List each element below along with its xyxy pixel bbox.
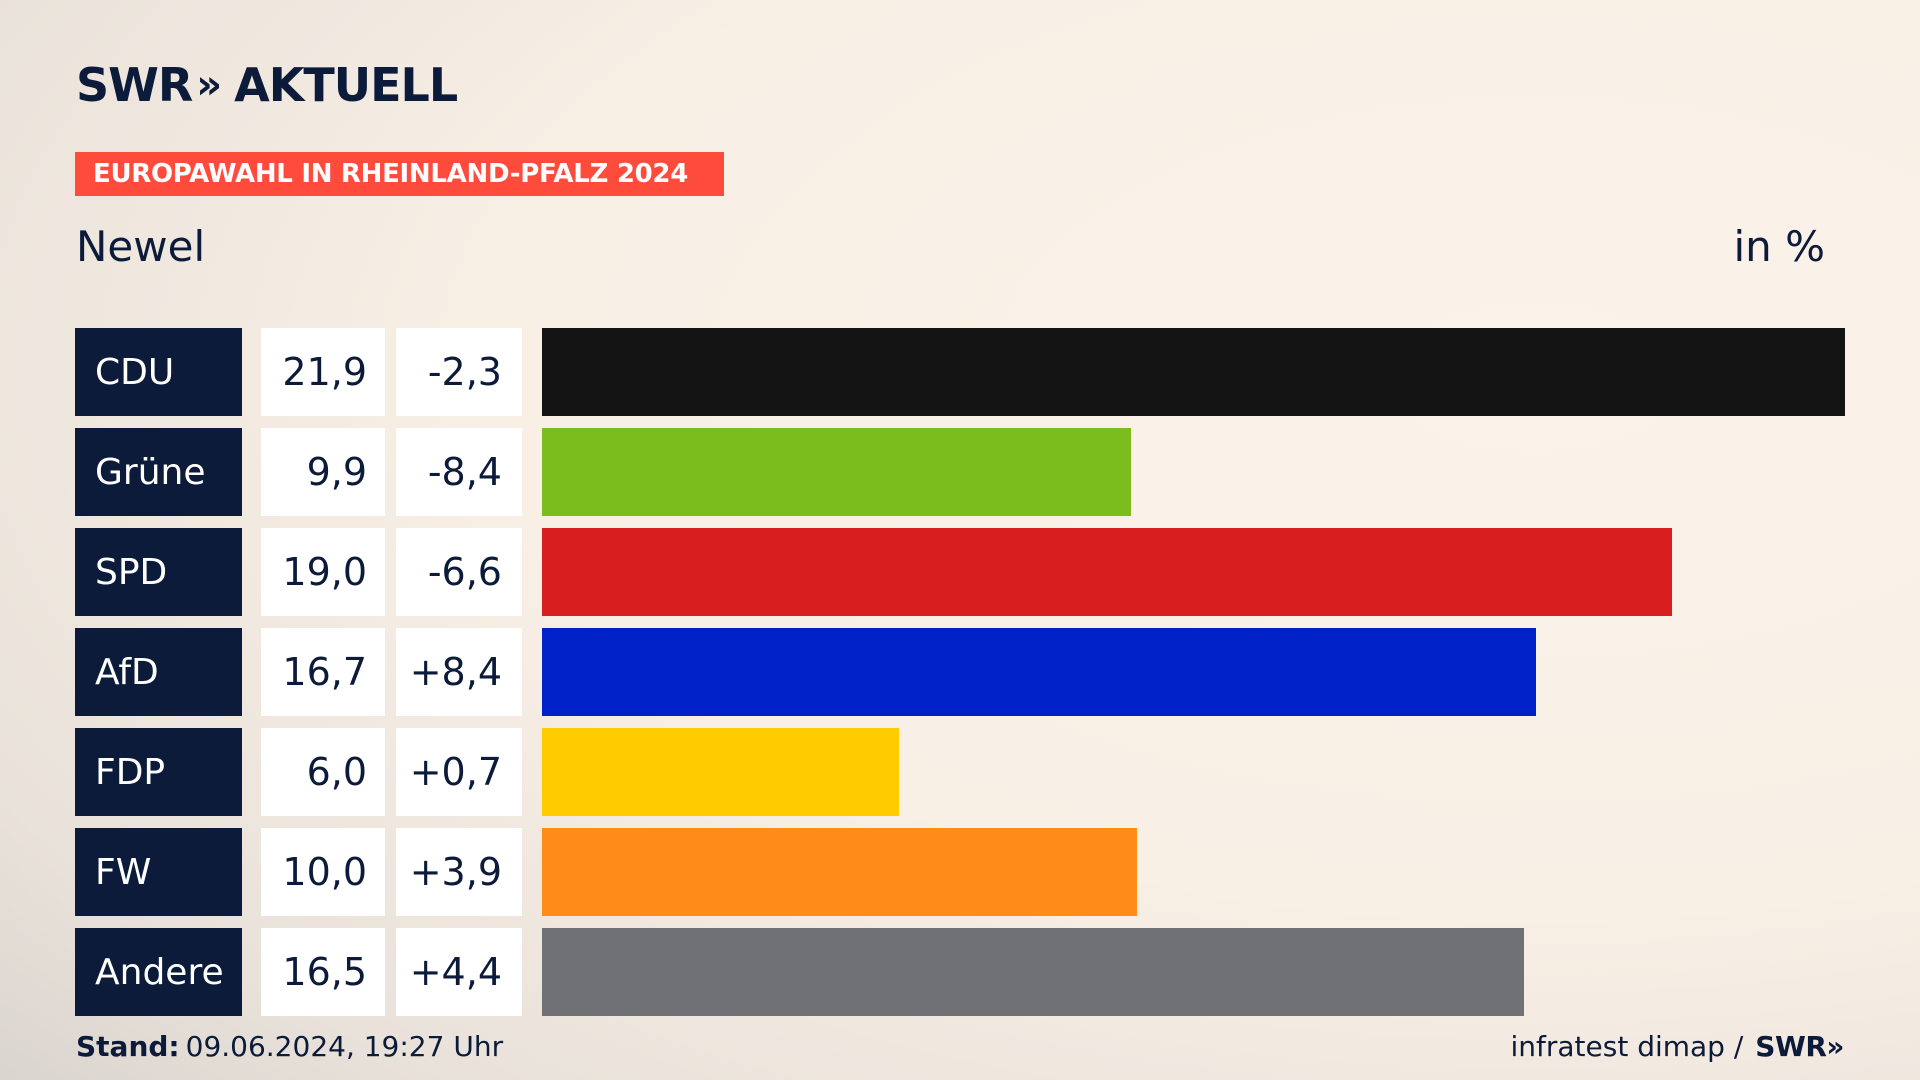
party-label: SPD xyxy=(75,528,242,616)
stand-value: 09.06.2024, 19:27 Uhr xyxy=(185,1030,504,1063)
result-row: CDU 21,9 -2,3 xyxy=(0,328,1920,416)
change-label: -6,6 xyxy=(396,528,522,616)
election-banner: EUROPAWAHL IN RHEINLAND-PFALZ 2024 xyxy=(75,152,724,196)
result-row: Grüne 9,9 -8,4 xyxy=(0,428,1920,516)
vote-share-bar xyxy=(542,828,1137,916)
vote-share-label: 16,5 xyxy=(261,928,385,1016)
unit-label: in % xyxy=(1733,222,1825,271)
change-label: -2,3 xyxy=(396,328,522,416)
region-title: Newel xyxy=(76,222,206,271)
source-swr-logo: SWR» xyxy=(1755,1030,1844,1063)
party-label: FW xyxy=(75,828,242,916)
party-label: Andere xyxy=(75,928,242,1016)
result-row: AfD 16,7 +8,4 xyxy=(0,628,1920,716)
vote-share-bar xyxy=(542,328,1845,416)
timestamp: Stand: 09.06.2024, 19:27 Uhr xyxy=(76,1030,503,1063)
vote-share-label: 21,9 xyxy=(261,328,385,416)
vote-share-label: 6,0 xyxy=(261,728,385,816)
vote-share-bar xyxy=(542,928,1524,1016)
change-label: +4,4 xyxy=(396,928,522,1016)
vote-share-bar xyxy=(542,528,1672,616)
vote-share-bar xyxy=(542,428,1131,516)
vote-share-label: 16,7 xyxy=(261,628,385,716)
source-text: infratest dimap / xyxy=(1510,1030,1744,1063)
logo-aktuell: AKTUELL xyxy=(234,58,458,112)
change-label: +3,9 xyxy=(396,828,522,916)
vote-share-label: 10,0 xyxy=(261,828,385,916)
stand-label: Stand: xyxy=(76,1030,180,1063)
vote-share-bar xyxy=(542,728,899,816)
vote-share-label: 19,0 xyxy=(261,528,385,616)
source-credit: infratest dimap / SWR» xyxy=(1510,1030,1844,1063)
change-label: +8,4 xyxy=(396,628,522,716)
vote-share-label: 9,9 xyxy=(261,428,385,516)
swr-aktuell-logo: SWR » AKTUELL xyxy=(76,58,458,112)
result-row: SPD 19,0 -6,6 xyxy=(0,528,1920,616)
logo-swr: SWR xyxy=(76,58,193,112)
change-label: +0,7 xyxy=(396,728,522,816)
vote-share-bar xyxy=(542,628,1536,716)
party-label: Grüne xyxy=(75,428,242,516)
change-label: -8,4 xyxy=(396,428,522,516)
result-row: FW 10,0 +3,9 xyxy=(0,828,1920,916)
result-row: FDP 6,0 +0,7 xyxy=(0,728,1920,816)
party-label: CDU xyxy=(75,328,242,416)
party-label: AfD xyxy=(75,628,242,716)
result-row: Andere 16,5 +4,4 xyxy=(0,928,1920,1016)
party-label: FDP xyxy=(75,728,242,816)
